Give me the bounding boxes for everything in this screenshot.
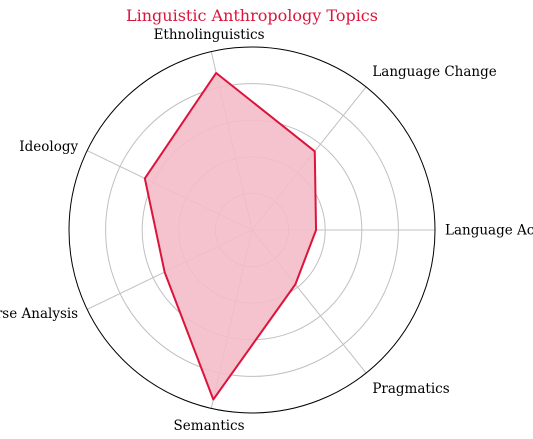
- chart-title: Linguistic Anthropology Topics: [126, 6, 378, 25]
- radar-outer-frame: [68, 46, 436, 414]
- category-label-5: Discourse Analysis: [0, 306, 78, 322]
- series-area-1: [143, 71, 318, 401]
- category-label-7: Pragmatics: [372, 381, 449, 397]
- category-label-3: Ethnolinguistics: [154, 27, 265, 43]
- category-label-1: Language Acquisition: [445, 223, 533, 239]
- category-labels: Language Acquisition Language Change Ethno…: [0, 27, 533, 434]
- category-label-2: Language Change: [372, 64, 496, 80]
- category-label-4: Ideology: [19, 139, 78, 155]
- category-label-6: Semantics: [174, 418, 245, 434]
- radar-series: [143, 71, 318, 401]
